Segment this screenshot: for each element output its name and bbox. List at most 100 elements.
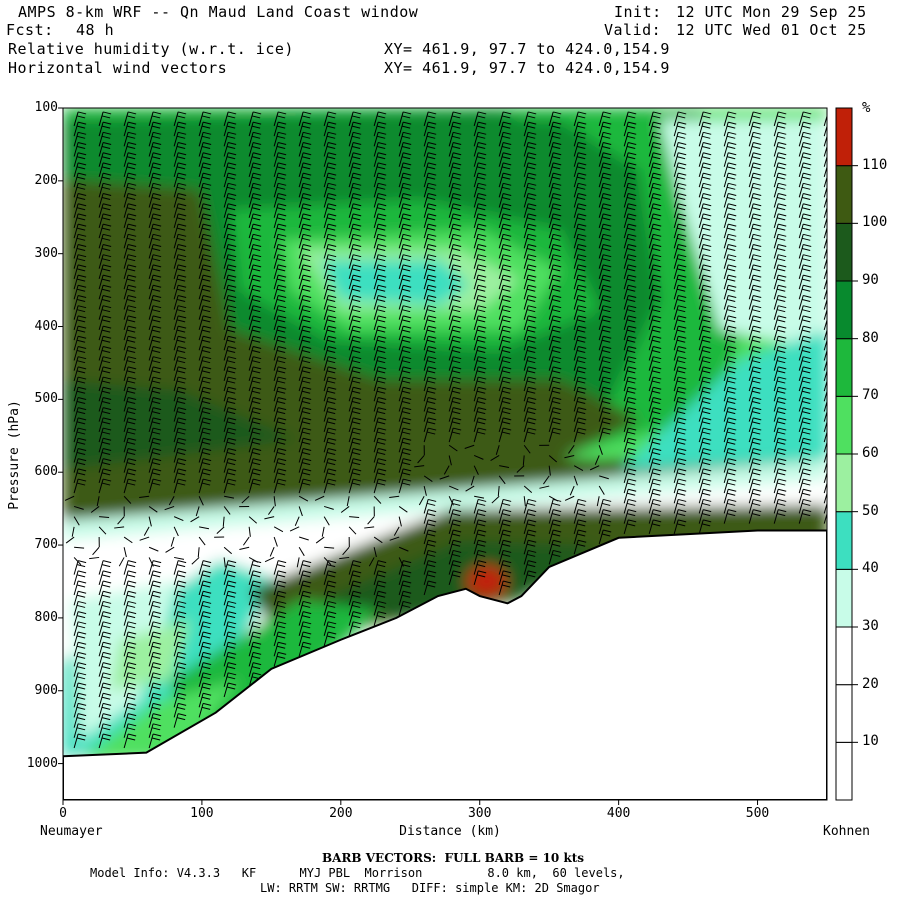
wind-barb <box>497 486 500 497</box>
wind-barb <box>798 366 812 382</box>
wind-barb <box>248 641 262 657</box>
wind-barb <box>543 475 550 485</box>
wind-barb <box>473 549 487 565</box>
wind-barb <box>248 386 262 402</box>
wind-barb <box>448 142 462 157</box>
wind-barb <box>148 516 152 527</box>
wind-barb <box>673 244 687 259</box>
wind-barb <box>673 152 687 167</box>
wind-barb <box>773 295 787 310</box>
wind-barb <box>523 529 537 545</box>
wind-barb <box>123 621 137 636</box>
wind-barb <box>73 611 87 626</box>
wind-barb <box>398 427 412 443</box>
wind-barb <box>698 345 712 361</box>
wind-barb <box>548 509 562 524</box>
wind-barb <box>423 203 437 218</box>
wind-barb <box>723 498 737 514</box>
x-tick-label: 100 <box>190 806 214 821</box>
wind-barb <box>223 305 237 320</box>
wind-barb <box>773 111 787 127</box>
wind-barb <box>98 580 112 596</box>
wind-barb <box>589 465 600 471</box>
wind-barb <box>173 345 187 361</box>
wind-barb <box>773 172 787 188</box>
colorbar-label: 80 <box>862 329 879 346</box>
wind-barb <box>223 631 237 647</box>
wind-barb <box>98 682 112 698</box>
wind-barb <box>673 254 687 269</box>
wind-barb <box>223 458 237 473</box>
wind-barb <box>298 447 312 463</box>
wind-barb <box>748 213 762 229</box>
colorbar-label: 70 <box>862 387 879 404</box>
wind-barb <box>673 325 687 341</box>
wind-barb <box>448 223 462 239</box>
wind-barb <box>323 305 337 320</box>
wind-barb <box>748 478 762 494</box>
wind-barb <box>373 345 387 361</box>
wind-barb <box>373 182 387 198</box>
wind-barb <box>373 305 387 320</box>
wind-barb <box>348 233 362 249</box>
wind-barb <box>148 651 162 667</box>
wind-barb <box>498 203 512 218</box>
wind-barb <box>323 590 337 606</box>
wind-barb <box>723 274 737 290</box>
wind-barb <box>398 468 412 483</box>
wind-barb <box>823 134 827 147</box>
wind-barb <box>548 539 562 555</box>
wind-barb <box>273 560 287 575</box>
wind-barb <box>748 295 762 310</box>
wind-barb <box>173 366 187 382</box>
wind-barb <box>498 509 512 524</box>
wind-barb <box>673 488 687 504</box>
wind-barb <box>73 274 87 290</box>
wind-barb <box>398 244 412 259</box>
wind-barb <box>723 172 737 188</box>
wind-barb <box>348 182 362 198</box>
wind-barb <box>123 651 137 667</box>
wind-barb <box>123 733 137 749</box>
wind-barb <box>548 203 562 218</box>
wind-barb <box>98 305 112 320</box>
wind-barb <box>73 366 87 382</box>
wind-barb <box>98 203 112 218</box>
x-axis-ticks <box>62 800 759 805</box>
wind-barb <box>273 172 287 188</box>
wind-barb <box>348 172 362 188</box>
wind-barb <box>73 560 87 575</box>
wind-barb <box>223 560 237 575</box>
wind-barb <box>198 223 212 239</box>
wind-barb <box>198 611 212 626</box>
wind-barb <box>673 458 687 473</box>
wind-barb <box>123 254 137 269</box>
wind-barb <box>423 529 437 545</box>
wind-barb <box>773 478 787 494</box>
wind-barb <box>523 274 537 290</box>
wind-barb <box>323 468 337 483</box>
wind-barb <box>423 475 433 482</box>
wind-barb <box>348 142 362 157</box>
wind-barb <box>73 516 80 526</box>
wind-barb <box>723 345 737 361</box>
wind-barb <box>123 111 137 127</box>
wind-barb <box>623 437 637 453</box>
wind-barb <box>123 437 137 453</box>
wind-barb <box>598 445 603 455</box>
y-axis-ticks <box>58 107 63 765</box>
wind-barb <box>73 305 87 320</box>
wind-barb <box>498 498 512 514</box>
wind-barb <box>748 274 762 290</box>
wind-barb <box>248 142 262 157</box>
wind-barb <box>423 509 437 524</box>
wind-barb <box>548 356 562 371</box>
wind-barb <box>398 546 409 552</box>
wind-barb <box>698 111 712 127</box>
wind-barb <box>548 305 562 320</box>
wind-barb <box>539 485 550 489</box>
wind-barb <box>573 465 584 471</box>
wind-barb <box>773 447 787 463</box>
wind-barb <box>73 295 87 310</box>
wind-barb <box>123 702 137 718</box>
